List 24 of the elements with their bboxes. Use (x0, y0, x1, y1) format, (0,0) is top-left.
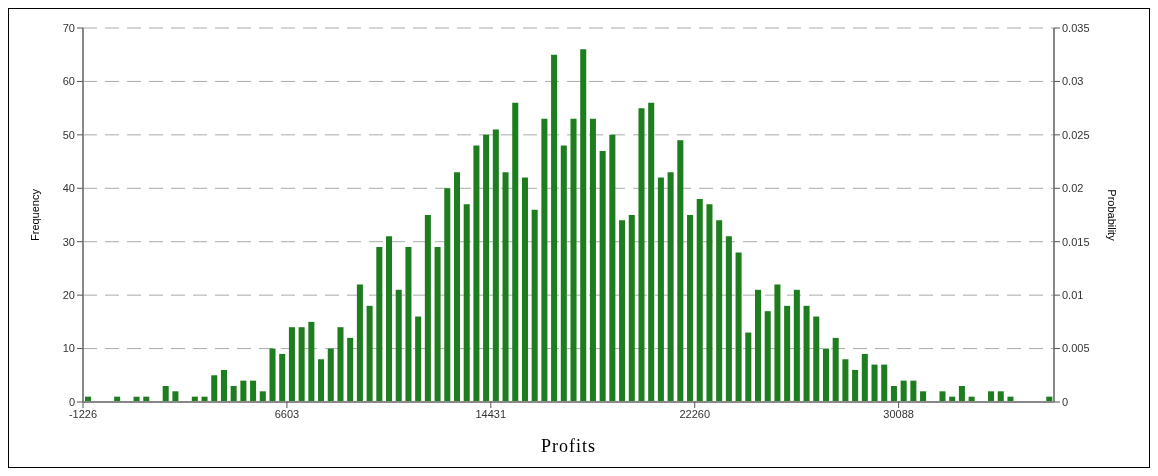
y-tick-label: 60 (62, 75, 75, 88)
x-tick-label: 22260 (679, 407, 711, 420)
y2-tick-label: 0.02 (1062, 182, 1084, 195)
x-tick-label: 6603 (274, 407, 300, 420)
y-tick-label: 40 (62, 182, 75, 195)
y2-tick-label: 0.01 (1062, 289, 1084, 302)
y-tick-label: 30 (62, 235, 75, 248)
y-tick-label: 20 (62, 289, 75, 302)
y2-tick-label: 0.005 (1062, 342, 1090, 355)
y2-tick-label: 0.015 (1062, 235, 1090, 248)
y-tick-label: 10 (62, 342, 75, 355)
x-tick-label: 14431 (475, 407, 507, 420)
y-tick-label: 0 (68, 395, 75, 408)
x-axis-title: Profits (540, 436, 597, 456)
y2-tick-label: 0.035 (1062, 21, 1090, 34)
y2-axis-title: Probability (1106, 189, 1119, 242)
x-tick-label: -1226 (68, 407, 98, 420)
x-tick-label: 30088 (883, 407, 914, 420)
y-axis-title: Frequency (28, 188, 41, 241)
y-tick-label: 70 (62, 21, 75, 34)
y2-tick-label: 0 (1062, 395, 1069, 408)
y2-tick-label: 0.03 (1062, 75, 1084, 88)
y-tick-label: 50 (62, 128, 75, 141)
y2-tick-label: 0.025 (1062, 128, 1090, 141)
